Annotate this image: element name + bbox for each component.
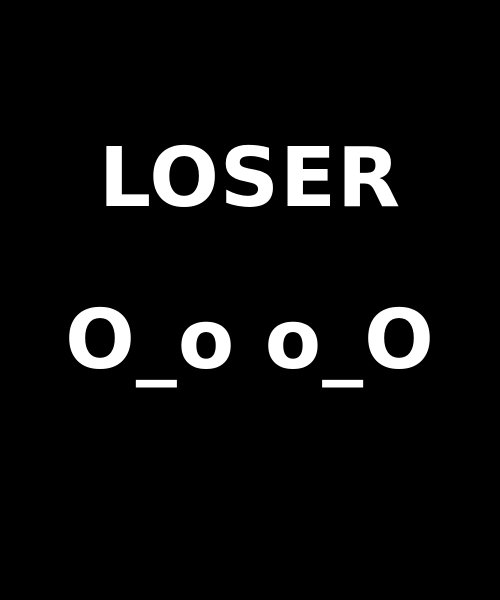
loser-title: LOSER [98, 131, 402, 226]
face-emoticons: O_o o_O [65, 293, 435, 388]
